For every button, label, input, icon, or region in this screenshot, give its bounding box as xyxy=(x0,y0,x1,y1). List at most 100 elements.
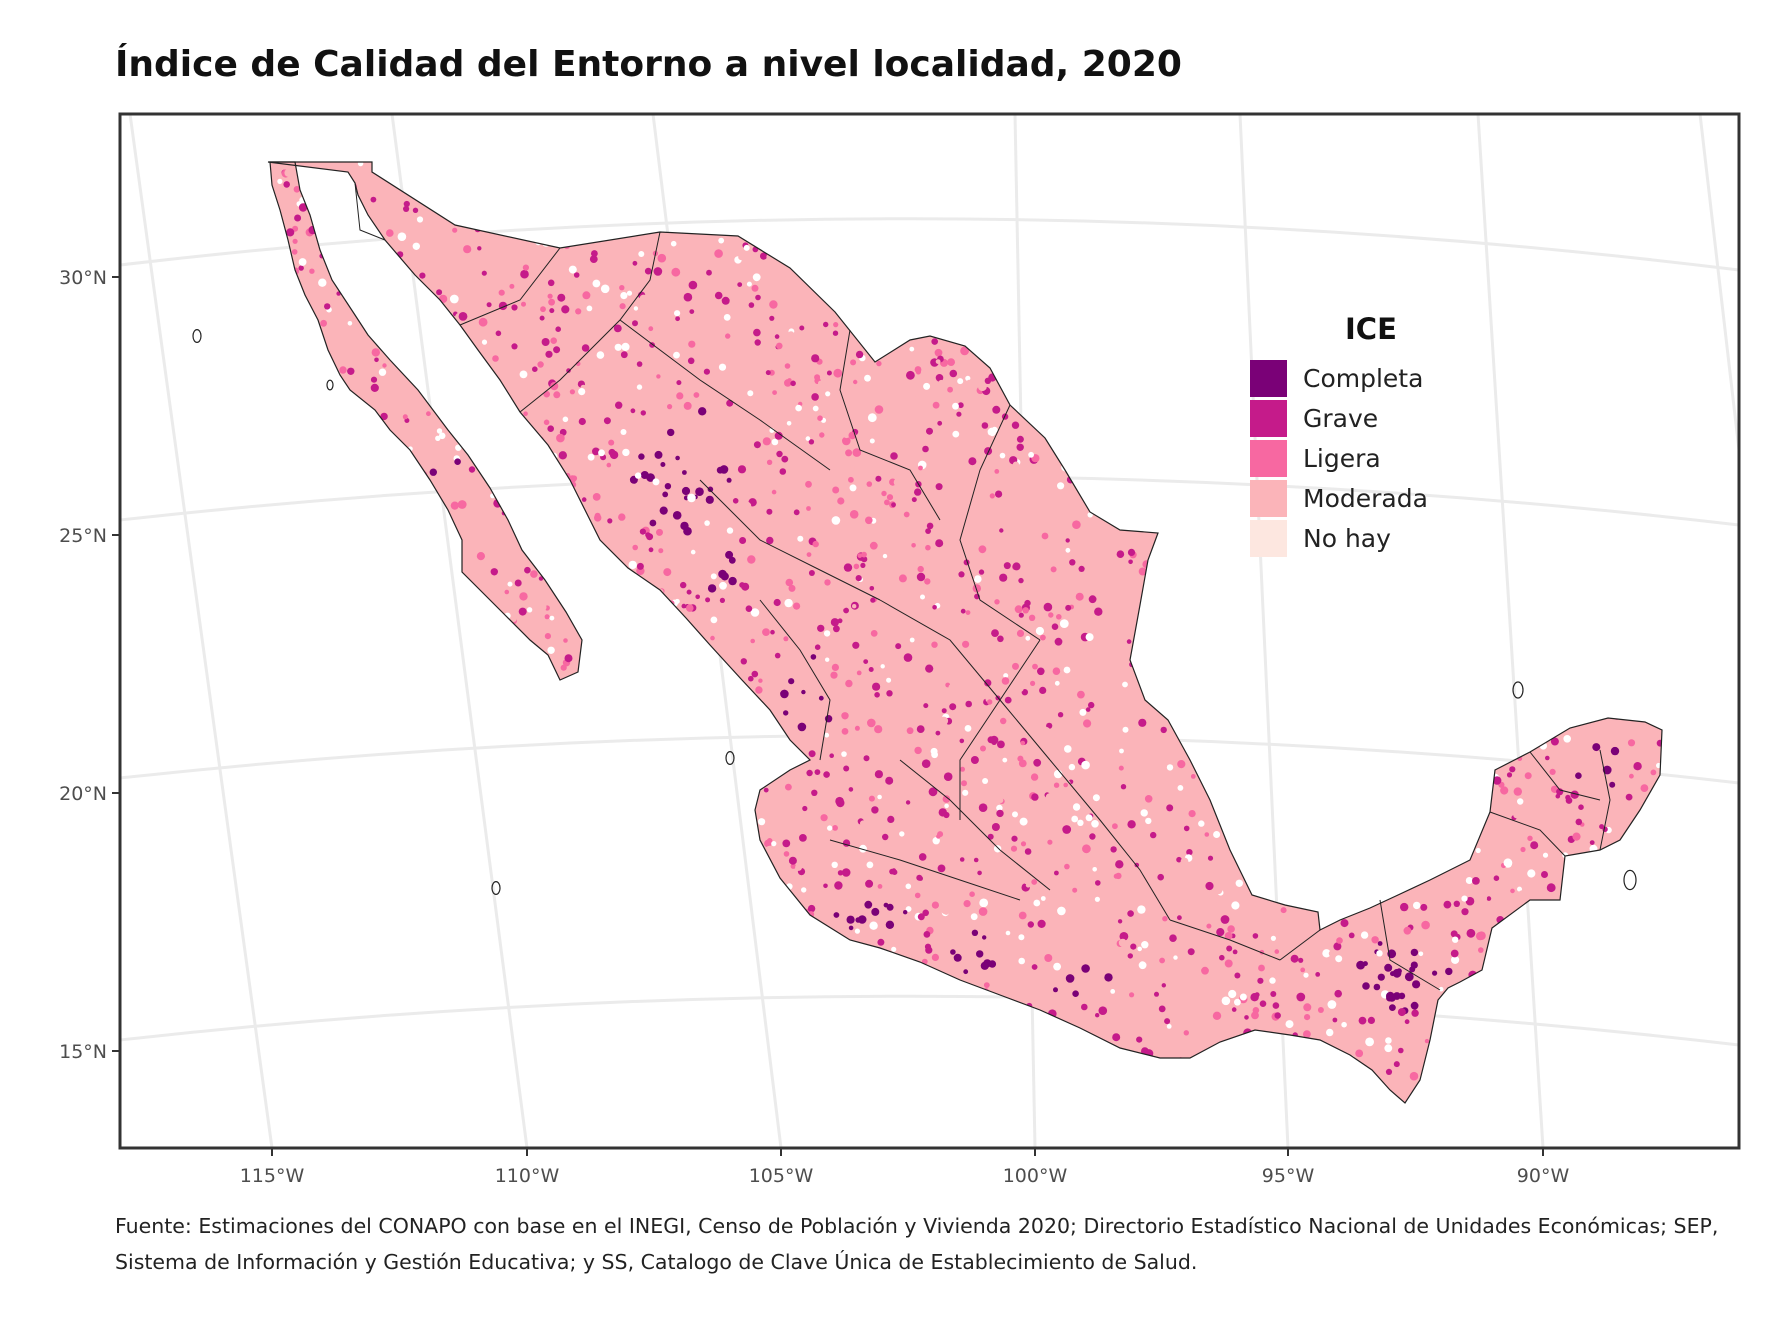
locality-dot xyxy=(779,908,785,915)
locality-dot xyxy=(360,785,369,794)
locality-dot xyxy=(369,615,378,624)
locality-dot xyxy=(463,1107,468,1112)
locality-dot xyxy=(1598,397,1607,406)
locality-dot xyxy=(1669,334,1677,342)
locality-dot xyxy=(1460,638,1466,644)
locality-dot xyxy=(1617,514,1626,523)
locality-dot xyxy=(1647,174,1654,182)
locality-dot xyxy=(1530,661,1536,667)
locality-dot xyxy=(325,526,331,532)
locality-dot xyxy=(872,1049,879,1056)
locality-dot xyxy=(864,997,873,1006)
locality-dot xyxy=(352,1036,359,1043)
locality-dot xyxy=(652,478,660,486)
locality-dot xyxy=(1617,478,1624,485)
locality-dot xyxy=(655,626,661,632)
locality-dot xyxy=(1347,869,1353,875)
locality-dot xyxy=(585,774,595,783)
legend-item-grave: Grave xyxy=(1250,398,1490,438)
locality-dot xyxy=(832,934,840,942)
locality-dot xyxy=(807,904,816,913)
locality-dot xyxy=(407,303,416,311)
locality-dot xyxy=(1668,789,1673,794)
locality-dot xyxy=(991,287,1000,295)
locality-dot xyxy=(1583,899,1589,904)
locality-dot xyxy=(1500,167,1507,174)
locality-dot xyxy=(1257,1097,1264,1103)
locality-dot xyxy=(456,887,462,893)
locality-dot xyxy=(755,294,761,301)
locality-dot xyxy=(719,951,725,956)
locality-dot xyxy=(1014,605,1023,614)
locality-dot xyxy=(519,754,527,762)
locality-dot xyxy=(578,417,586,426)
locality-dot xyxy=(1568,674,1575,681)
locality-dot xyxy=(965,700,972,708)
locality-dot xyxy=(1521,401,1529,408)
locality-dot xyxy=(1209,895,1218,905)
locality-dot xyxy=(508,646,518,655)
locality-dot xyxy=(762,437,771,446)
locality-dot xyxy=(787,258,793,265)
locality-dot xyxy=(1492,705,1501,714)
locality-dot xyxy=(506,937,513,944)
locality-dot xyxy=(339,229,348,237)
locality-dot xyxy=(1578,466,1585,473)
locality-dot xyxy=(1373,983,1381,991)
locality-dot xyxy=(1365,287,1372,294)
locality-dot xyxy=(1349,1092,1356,1099)
locality-dot xyxy=(714,807,721,814)
locality-dot xyxy=(588,170,594,177)
locality-dot xyxy=(880,639,889,649)
locality-dot xyxy=(737,465,747,474)
locality-dot xyxy=(1335,737,1344,746)
locality-dot xyxy=(1519,642,1525,649)
locality-dot xyxy=(794,352,801,360)
locality-dot xyxy=(1498,717,1505,724)
locality-dot xyxy=(1525,280,1535,290)
locality-dot xyxy=(1554,358,1563,367)
locality-dot xyxy=(1575,772,1582,779)
locality-dot xyxy=(688,714,694,720)
locality-dot xyxy=(881,1092,888,1100)
locality-dot xyxy=(704,520,710,526)
locality-dot xyxy=(428,519,436,527)
locality-dot xyxy=(1579,692,1586,700)
locality-dot xyxy=(294,563,301,570)
locality-dot xyxy=(1138,1058,1148,1067)
locality-dot xyxy=(1455,231,1461,237)
locality-dot xyxy=(369,736,378,745)
locality-dot xyxy=(1676,254,1681,259)
locality-dot xyxy=(783,851,790,857)
locality-dot xyxy=(1162,916,1168,922)
locality-dot xyxy=(1150,326,1155,332)
locality-dot xyxy=(1322,735,1330,743)
state-border xyxy=(619,319,831,471)
locality-dot xyxy=(1482,1093,1492,1103)
locality-dot xyxy=(817,624,825,632)
locality-dot xyxy=(1099,892,1106,899)
locality-dot xyxy=(1120,784,1127,790)
locality-dot xyxy=(1536,678,1543,685)
locality-dot xyxy=(353,508,360,514)
locality-dot xyxy=(1032,663,1038,670)
locality-dot xyxy=(331,402,337,408)
locality-dot xyxy=(527,182,534,189)
locality-dot xyxy=(1653,394,1661,401)
locality-dot xyxy=(624,1010,630,1016)
locality-dot xyxy=(819,230,825,235)
locality-dot xyxy=(1390,190,1397,196)
locality-dot xyxy=(706,1048,716,1057)
locality-dot xyxy=(470,831,478,839)
locality-dot xyxy=(1556,286,1566,295)
locality-dot xyxy=(464,933,470,939)
locality-dot xyxy=(1403,913,1411,921)
locality-dot xyxy=(414,554,424,563)
locality-dot xyxy=(921,759,931,768)
locality-dot xyxy=(1162,1107,1170,1115)
locality-dot xyxy=(1124,210,1131,218)
locality-dot xyxy=(403,1028,413,1037)
locality-dot xyxy=(1231,1007,1237,1012)
locality-dot xyxy=(1578,958,1586,966)
locality-dot xyxy=(1021,676,1028,683)
